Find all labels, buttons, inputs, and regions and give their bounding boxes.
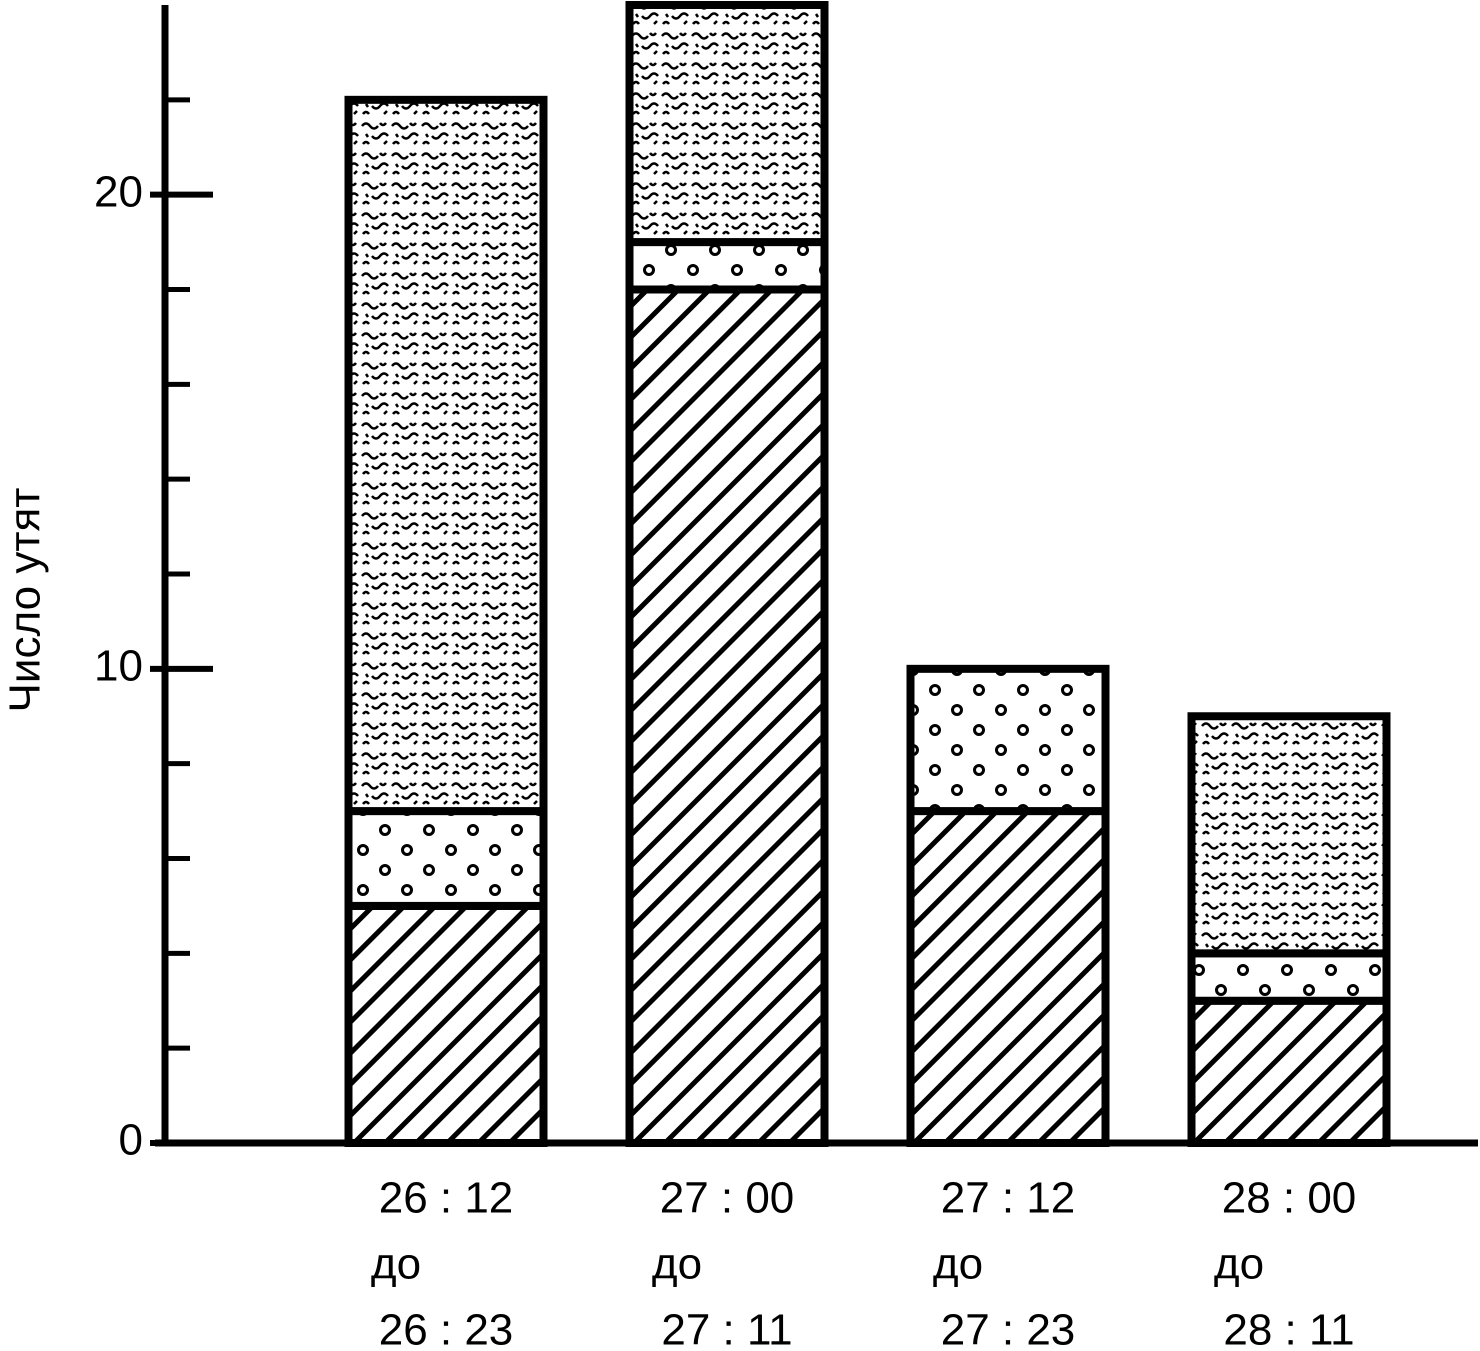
x-tick-label: 26 : 12 <box>379 1174 514 1223</box>
bar-segment <box>906 807 1110 1147</box>
x-tick-label: до <box>652 1240 702 1289</box>
x-tick-label: 27 : 23 <box>941 1306 1076 1346</box>
bar-segment <box>625 238 829 294</box>
bar-segment <box>1187 712 1391 958</box>
x-tick-label: 28 : 00 <box>1222 1174 1357 1223</box>
x-tick-label: 27 : 00 <box>660 1174 795 1223</box>
bar-segment <box>344 901 548 1148</box>
bar-segment <box>1187 949 1391 1005</box>
x-tick-label: 27 : 12 <box>941 1174 1076 1223</box>
y-tick-label: 10 <box>94 641 143 690</box>
x-tick-label: до <box>1214 1240 1264 1289</box>
y-axis-label: Число утят <box>1 488 50 713</box>
bar-segment <box>625 285 829 1147</box>
x-tick-label: 28 : 11 <box>1223 1306 1354 1346</box>
x-tick-label: до <box>371 1240 421 1289</box>
x-tick-label: до <box>933 1240 983 1289</box>
bar-segment <box>344 95 548 816</box>
y-tick-label: 0 <box>119 1116 143 1165</box>
bar-segment <box>1187 996 1391 1147</box>
x-tick-label: 26 : 23 <box>379 1306 514 1346</box>
bar-segment <box>906 664 1110 816</box>
bar-segment <box>344 807 548 910</box>
y-tick-label: 20 <box>94 167 143 216</box>
bar-segment <box>625 1 829 247</box>
x-tick-label: 27 : 11 <box>661 1306 792 1346</box>
